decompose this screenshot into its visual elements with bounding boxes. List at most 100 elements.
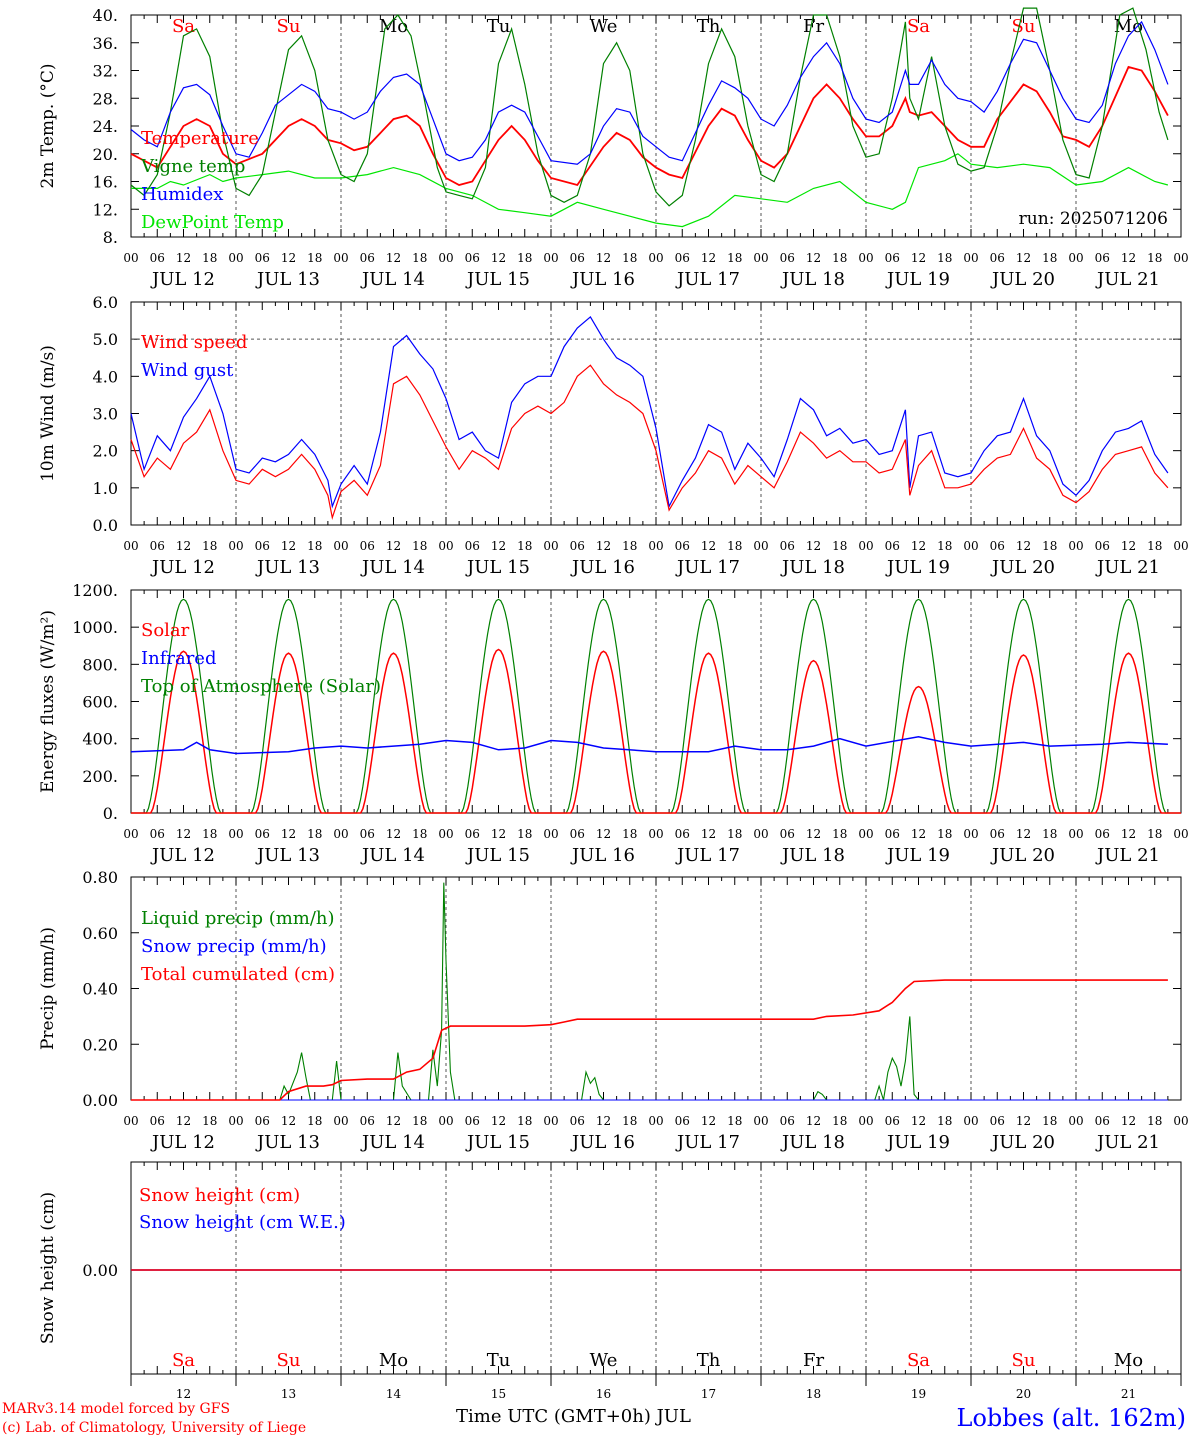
- hour-tick-label: 18: [1147, 539, 1162, 553]
- y-tick-label: 0.: [103, 804, 118, 823]
- hour-tick-label: 18: [937, 827, 952, 841]
- legend-entry: Humidex: [141, 184, 223, 205]
- hour-tick-label: 12: [806, 1114, 821, 1128]
- y-tick-label: 1000.: [72, 618, 118, 637]
- day-label: JUL 16: [570, 557, 635, 578]
- hour-tick-label: 12: [911, 251, 926, 265]
- hour-tick-label: 06: [360, 827, 375, 841]
- hour-tick-label: 00: [753, 539, 768, 553]
- hour-tick-label: 06: [150, 539, 165, 553]
- day-label: JUL 18: [780, 269, 845, 290]
- weekday-label: Sa: [172, 1350, 195, 1371]
- day-label: JUL 13: [255, 269, 320, 290]
- hour-tick-label: 00: [753, 827, 768, 841]
- series-red-line: [130, 364, 1169, 520]
- hour-tick-label: 00: [963, 539, 978, 553]
- y-tick-label: 600.: [82, 693, 118, 712]
- hour-tick-label: 00: [1068, 251, 1083, 265]
- day-number-label: 15: [491, 1387, 506, 1401]
- y-tick-label: 0.40: [82, 980, 118, 999]
- hour-tick-label: 12: [386, 539, 401, 553]
- hour-tick-label: 06: [465, 827, 480, 841]
- weekday-label: Mo: [379, 16, 408, 37]
- series-lightgreen-line: [131, 153, 1169, 228]
- day-label: JUL 12: [150, 557, 215, 578]
- day-label: JUL 14: [360, 557, 425, 578]
- weekday-label: Su: [277, 1350, 301, 1371]
- hour-tick-label: 00: [123, 251, 138, 265]
- weekday-label: Su: [1012, 16, 1036, 37]
- hour-tick-label: 12: [1121, 827, 1136, 841]
- hour-tick-label: 18: [307, 539, 322, 553]
- hour-tick-label: 18: [307, 827, 322, 841]
- hour-tick-label: 06: [465, 1114, 480, 1128]
- hour-tick-label: 06: [1095, 1114, 1110, 1128]
- hour-tick-label: 06: [885, 827, 900, 841]
- hour-tick-label: 06: [780, 827, 795, 841]
- day-label: JUL 21: [1095, 845, 1160, 866]
- day-label: JUL 14: [360, 845, 425, 866]
- day-label: JUL 21: [1095, 557, 1160, 578]
- y-axis-title: 10m Wind (m/s): [38, 345, 58, 482]
- hour-tick-label: 18: [517, 539, 532, 553]
- hour-tick-label: 12: [701, 827, 716, 841]
- day-label: JUL 20: [990, 557, 1055, 578]
- legend-entry: Liquid precip (mm/h): [141, 908, 335, 929]
- y-tick-label: 2.0: [93, 442, 118, 461]
- y-tick-label: 0.20: [82, 1035, 118, 1054]
- y-tick-label: 24.: [93, 117, 118, 136]
- legend-entry: Snow height (cm W.E.): [139, 1212, 346, 1233]
- day-label: JUL 14: [360, 269, 425, 290]
- day-number-label: 21: [1121, 1387, 1136, 1401]
- hour-tick-label: 06: [360, 539, 375, 553]
- hour-tick-label: 06: [990, 251, 1005, 265]
- hour-tick-label: 12: [491, 1114, 506, 1128]
- hour-tick-label: 06: [780, 251, 795, 265]
- hour-tick-label: 18: [517, 251, 532, 265]
- weekday-label: Su: [277, 16, 301, 37]
- hour-tick-label: 12: [491, 539, 506, 553]
- day-label: JUL 20: [990, 1132, 1055, 1153]
- hour-tick-label: 18: [202, 1114, 217, 1128]
- y-tick-label: 8.: [103, 228, 118, 247]
- day-label: JUL 19: [885, 1132, 950, 1153]
- y-tick-label: 1.0: [93, 479, 118, 498]
- hour-tick-label: 00: [228, 539, 243, 553]
- hour-tick-label: 18: [412, 1114, 427, 1128]
- hour-tick-label: 06: [570, 539, 585, 553]
- hour-tick-label: 18: [1147, 251, 1162, 265]
- hour-tick-label: 00: [858, 539, 873, 553]
- hour-tick-label: 18: [1042, 251, 1057, 265]
- hour-tick-label: 18: [1042, 539, 1057, 553]
- y-tick-label: 16.: [93, 173, 118, 192]
- day-label: JUL 20: [990, 845, 1055, 866]
- legend-entry: Solar: [141, 620, 190, 641]
- day-label: JUL 16: [570, 845, 635, 866]
- solar-line: [131, 648, 1181, 814]
- y-tick-label: 32.: [93, 62, 118, 81]
- hour-tick-label: 12: [1121, 1114, 1136, 1128]
- hour-tick-label: 18: [622, 539, 637, 553]
- hour-tick-label: 18: [202, 251, 217, 265]
- y-axis-title: Energy fluxes (W/m²): [38, 610, 58, 793]
- day-number-label: 18: [806, 1387, 821, 1401]
- hour-tick-label: 00: [963, 251, 978, 265]
- y-tick-label: 36.: [93, 34, 118, 53]
- hour-tick-label: 18: [832, 827, 847, 841]
- hour-tick-label: 18: [202, 539, 217, 553]
- weekday-label: Sa: [172, 16, 195, 37]
- hour-tick-label: 12: [701, 1114, 716, 1128]
- hour-tick-label: 06: [990, 539, 1005, 553]
- hour-tick-label: 00: [648, 251, 663, 265]
- day-label: JUL 12: [150, 845, 215, 866]
- hour-tick-label: 06: [255, 251, 270, 265]
- hour-tick-label: 00: [648, 539, 663, 553]
- y-tick-label: 6.0: [93, 293, 118, 312]
- hour-tick-label: 12: [491, 251, 506, 265]
- hour-tick-label: 00: [333, 1114, 348, 1128]
- day-label: JUL 19: [885, 845, 950, 866]
- hour-tick-label: 18: [937, 251, 952, 265]
- day-label: JUL 17: [675, 845, 740, 866]
- hour-tick-label: 18: [727, 539, 742, 553]
- hour-tick-label: 00: [1173, 539, 1188, 553]
